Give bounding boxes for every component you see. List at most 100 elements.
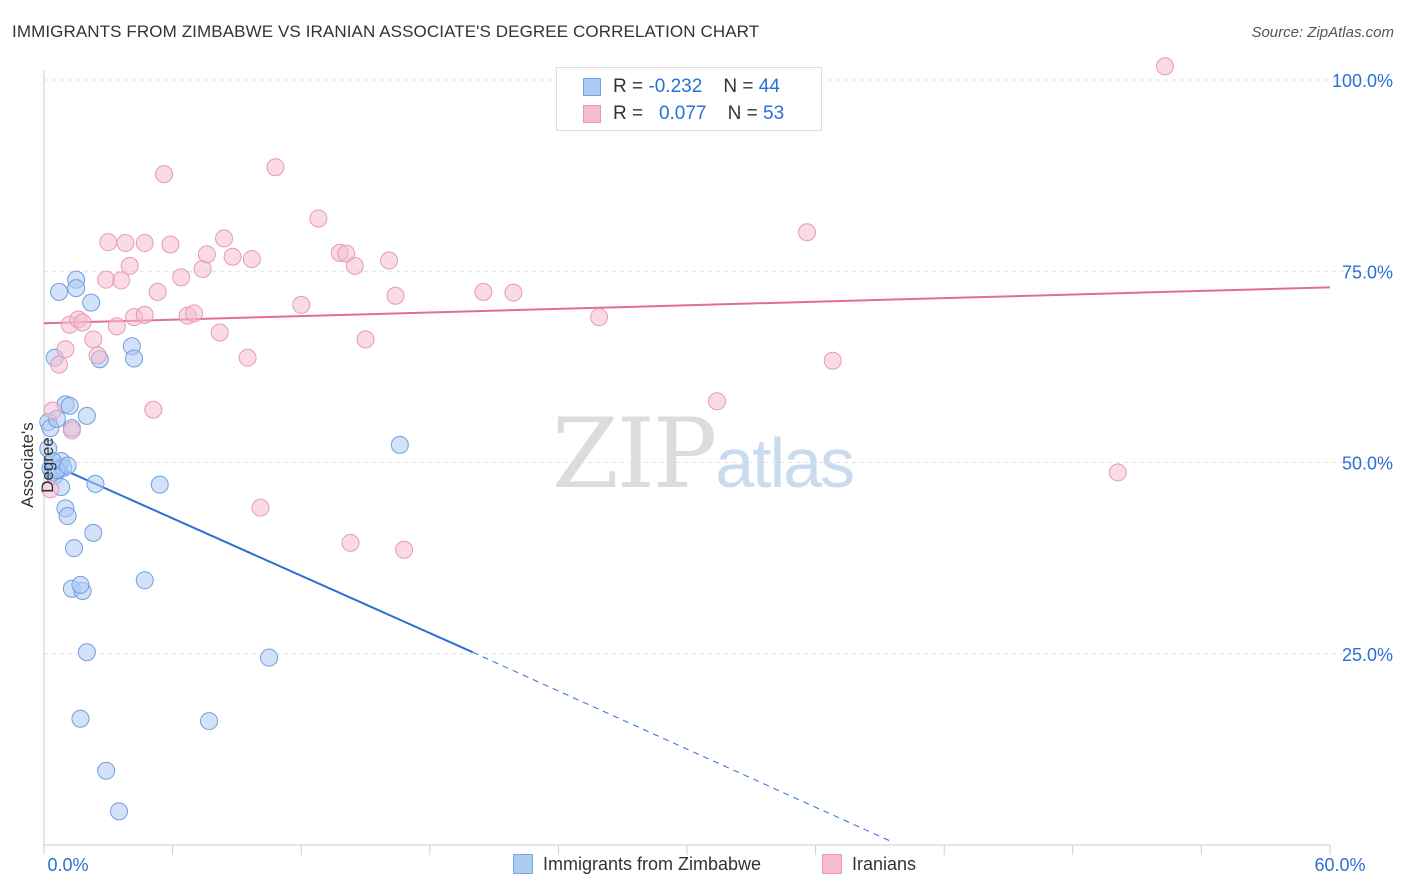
data-point-zimbabwe: [43, 451, 62, 470]
legend-item-zimbabwe[interactable]: Immigrants from Zimbabwe: [513, 851, 761, 877]
data-point-zimbabwe: [67, 279, 86, 298]
data-point-iranians: [135, 233, 154, 252]
data-point-iranians: [504, 283, 523, 302]
legend-label-iranians: Iranians: [852, 853, 917, 874]
legend-item-iranians[interactable]: Iranians: [822, 851, 916, 877]
stats-row-iranians: R = 0.077 N = 53: [583, 102, 784, 126]
data-point-iranians: [112, 271, 131, 290]
data-points: [39, 57, 1174, 821]
data-point-iranians: [386, 286, 405, 305]
n-value: 44: [758, 76, 780, 97]
n-label: N =: [727, 103, 758, 124]
y-tick-label: 25.0%: [1342, 645, 1393, 665]
data-point-iranians: [107, 317, 126, 336]
data-point-iranians: [62, 421, 81, 440]
data-point-iranians: [1155, 57, 1174, 76]
data-point-zimbabwe: [71, 575, 90, 594]
data-point-iranians: [172, 268, 191, 287]
x-tick-label: 60.0%: [1314, 855, 1365, 875]
data-point-iranians: [148, 282, 167, 301]
data-point-iranians: [97, 270, 116, 289]
data-point-iranians: [242, 250, 261, 269]
data-point-iranians: [43, 401, 62, 420]
data-point-zimbabwe: [200, 712, 219, 731]
trend-line-zimbabwe: [43, 460, 474, 654]
data-point-iranians: [474, 282, 493, 301]
gridlines: [44, 79, 1392, 655]
data-point-iranians: [823, 351, 842, 370]
legend-swatch-blue: [513, 854, 533, 874]
n-value: 53: [763, 103, 785, 124]
data-point-iranians: [116, 233, 135, 252]
data-point-zimbabwe: [84, 523, 103, 542]
data-point-iranians: [395, 540, 414, 559]
data-point-iranians: [135, 305, 154, 324]
data-point-zimbabwe: [390, 435, 409, 454]
data-point-iranians: [88, 346, 107, 365]
data-point-iranians: [56, 340, 75, 359]
tick-labels: 25.0% 50.0% 75.0% 100.0% 0.0% 60.0%: [47, 71, 1393, 875]
data-point-zimbabwe: [77, 643, 96, 662]
data-point-iranians: [337, 244, 356, 263]
data-point-iranians: [341, 533, 360, 552]
data-point-iranians: [798, 223, 817, 242]
data-point-iranians: [41, 480, 60, 499]
data-point-iranians: [84, 330, 103, 349]
data-point-iranians: [380, 251, 399, 270]
data-point-iranians: [223, 247, 242, 266]
data-point-zimbabwe: [110, 802, 129, 821]
data-point-zimbabwe: [260, 648, 279, 667]
data-point-iranians: [210, 323, 229, 342]
data-point-zimbabwe: [60, 396, 79, 415]
data-point-iranians: [161, 235, 180, 254]
y-tick-label: 50.0%: [1342, 454, 1393, 474]
data-point-zimbabwe: [71, 709, 90, 728]
source-credit: Source: ZipAtlas.com: [1251, 24, 1394, 41]
chart-title: IMMIGRANTS FROM ZIMBABWE VS IRANIAN ASSO…: [12, 22, 760, 41]
data-point-zimbabwe: [58, 456, 77, 475]
data-point-iranians: [590, 308, 609, 327]
data-point-zimbabwe: [82, 293, 101, 312]
y-tick-label: 75.0%: [1342, 262, 1393, 282]
data-point-iranians: [120, 256, 139, 275]
legend-swatch-blue: [583, 78, 601, 96]
trend-lines: [43, 286, 1331, 842]
stats-legend: R = -0.232 N = 44 R = 0.077 N = 53: [556, 67, 822, 131]
data-point-iranians: [266, 158, 285, 177]
r-label: R =: [613, 103, 644, 124]
watermark-zip: ZIP: [552, 398, 717, 510]
data-point-zimbabwe: [150, 475, 169, 494]
n-label: N =: [723, 76, 754, 97]
data-point-iranians: [292, 295, 311, 314]
data-point-iranians: [185, 304, 204, 323]
r-value: 0.077: [658, 103, 707, 124]
legend-label-zimbabwe: Immigrants from Zimbabwe: [543, 853, 762, 874]
trend-line-iranians: [43, 286, 1331, 325]
data-point-iranians: [155, 165, 174, 184]
trend-line-zimbabwe-extrapolated: [472, 651, 891, 842]
data-point-iranians: [708, 392, 727, 411]
data-point-iranians: [356, 330, 375, 349]
legend-swatch-pink: [822, 854, 842, 874]
axes: [43, 70, 1331, 855]
data-point-iranians: [144, 400, 163, 419]
data-point-iranians: [50, 355, 69, 374]
x-tick-label: 0.0%: [47, 855, 88, 875]
data-point-zimbabwe: [97, 761, 116, 780]
data-point-iranians: [251, 498, 270, 517]
data-point-iranians: [345, 256, 364, 275]
y-tick-label: 100.0%: [1332, 71, 1393, 91]
data-point-iranians: [197, 245, 216, 264]
data-point-iranians: [215, 229, 234, 248]
r-label: R =: [613, 76, 644, 97]
y-axis-label: Associate's Degree: [18, 422, 57, 508]
stats-row-zimbabwe: R = -0.232 N = 44: [583, 75, 780, 99]
data-point-zimbabwe: [135, 571, 154, 590]
legend-swatch-pink: [583, 105, 601, 123]
data-point-zimbabwe: [58, 507, 77, 526]
data-point-iranians: [238, 348, 257, 367]
data-point-iranians: [309, 209, 328, 228]
data-point-zimbabwe: [125, 349, 144, 368]
data-point-zimbabwe: [65, 539, 84, 558]
